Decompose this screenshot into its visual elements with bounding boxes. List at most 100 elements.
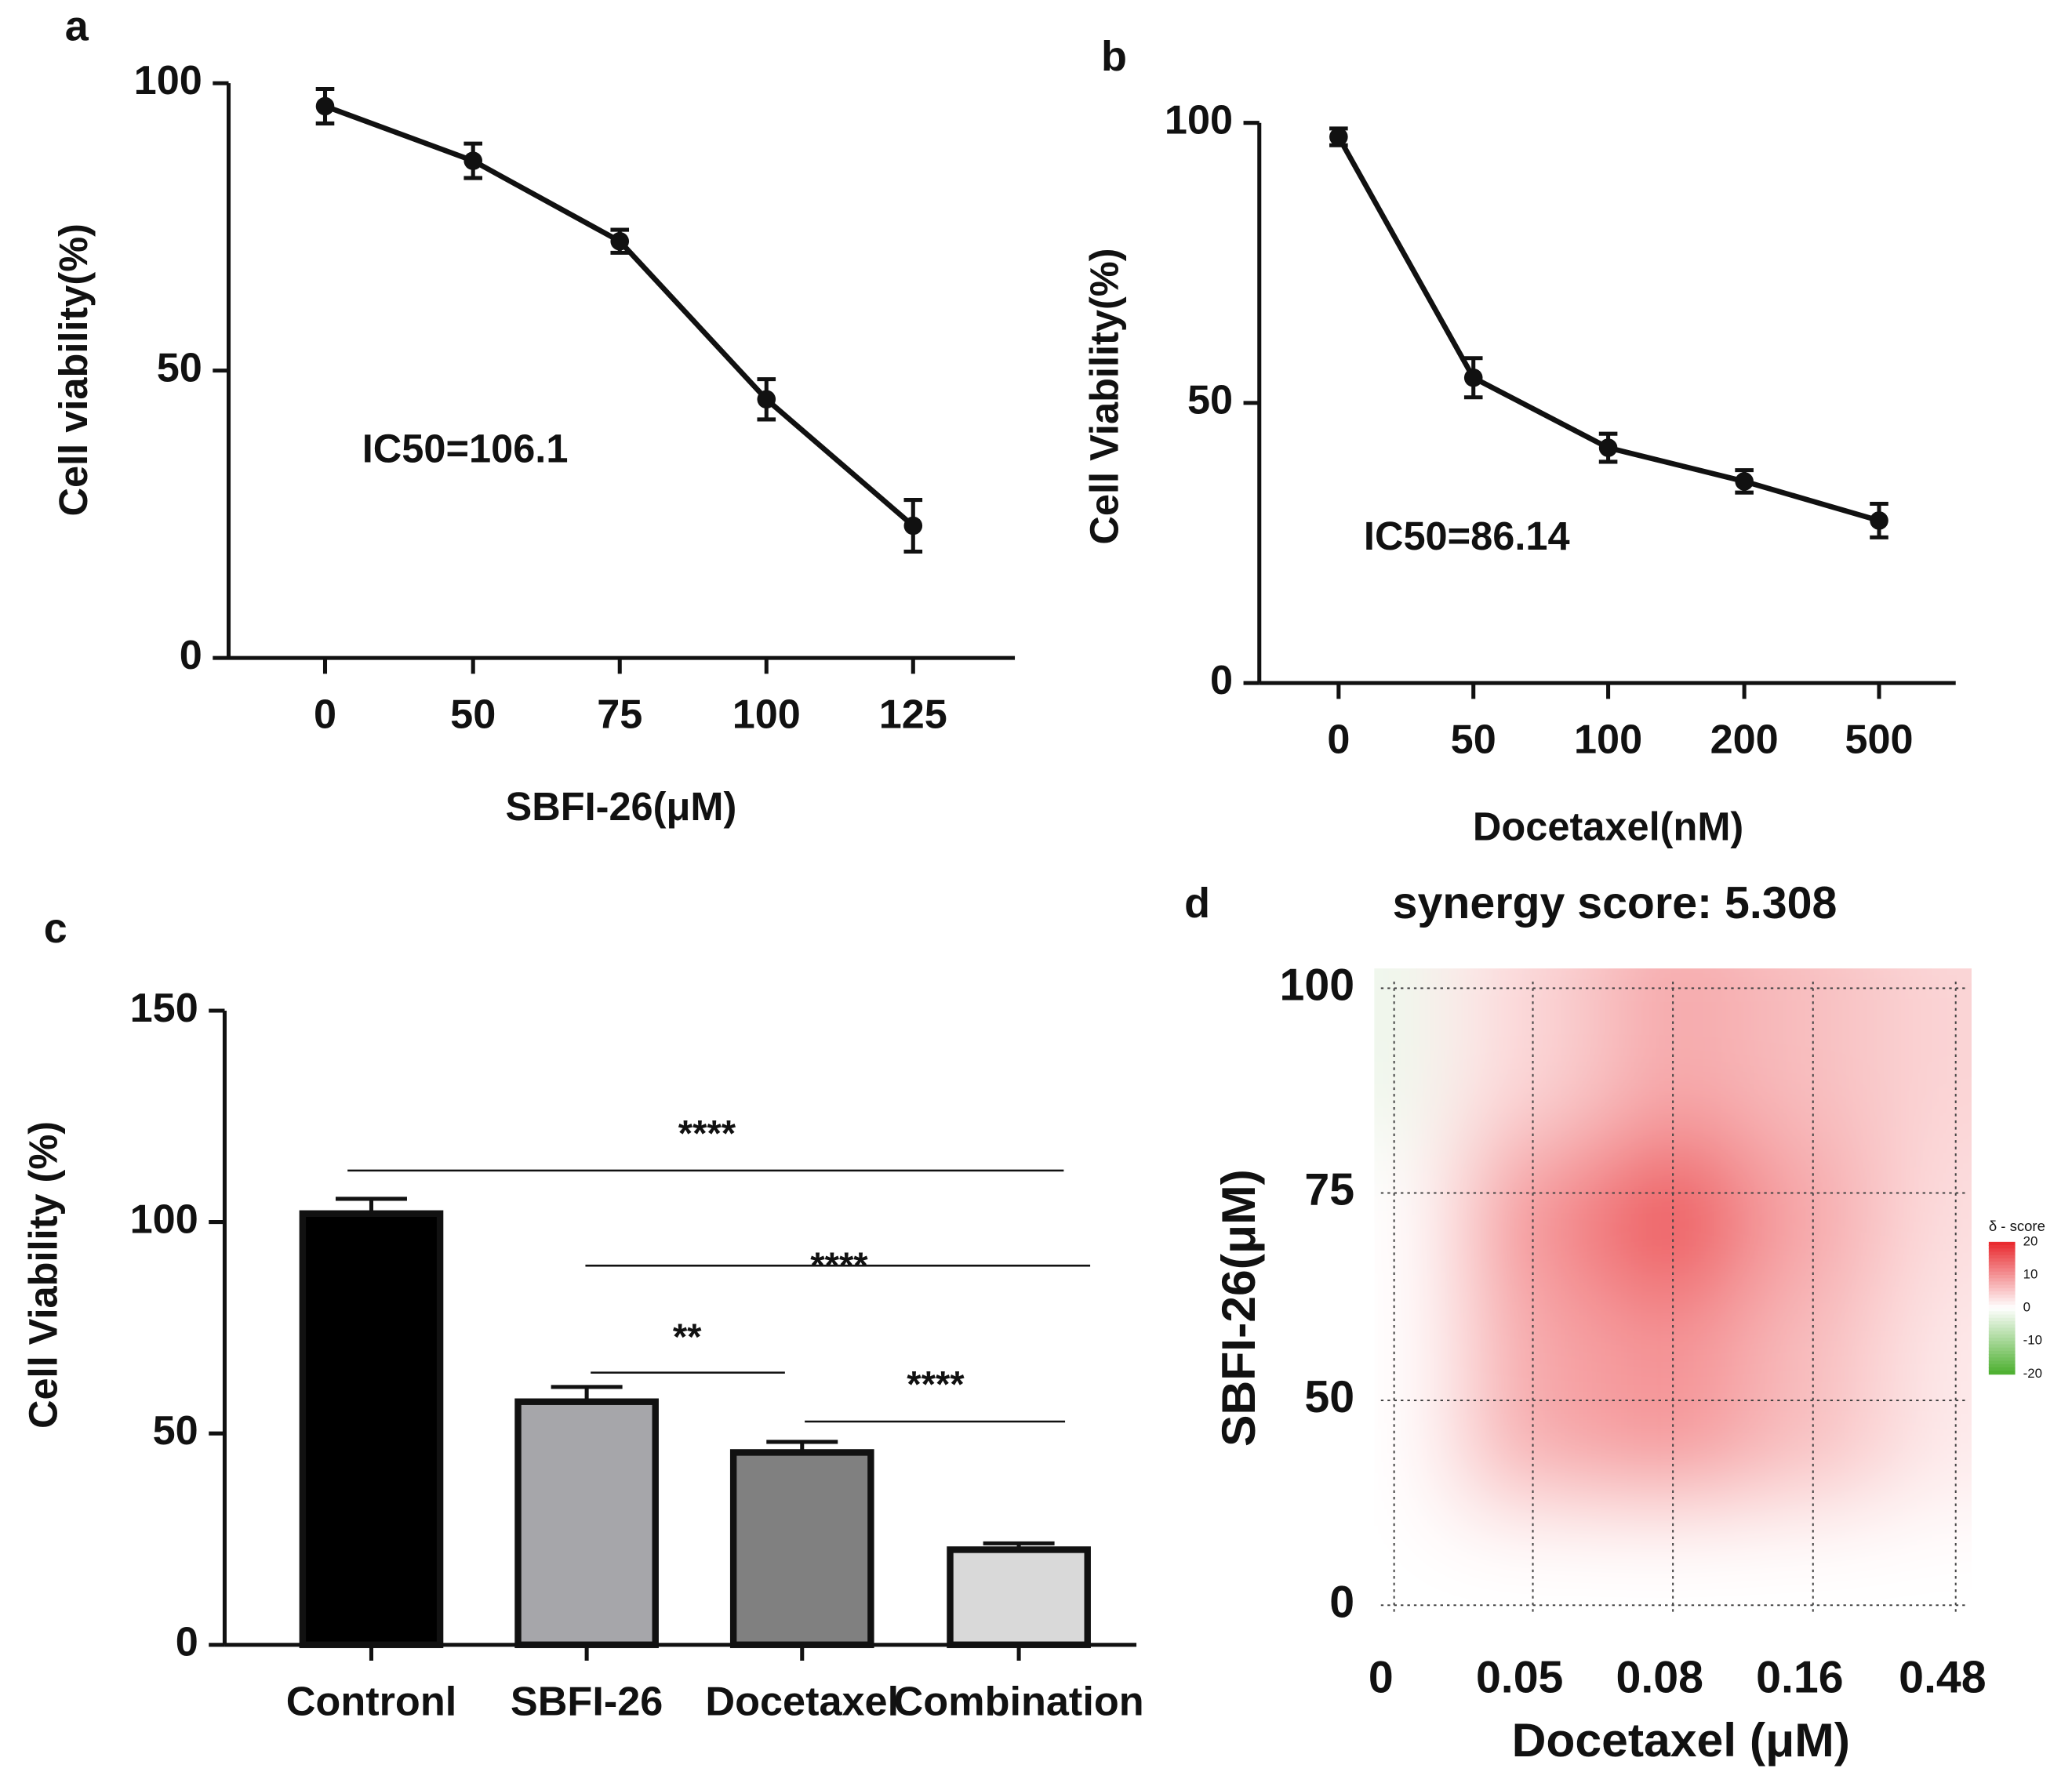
colorbar-step (1988, 1331, 2016, 1335)
x-tick-label: 100 (1574, 717, 1642, 763)
colorbar-step (1988, 1338, 2016, 1342)
y-tick-label: 50 (153, 1408, 198, 1454)
data-point (1463, 368, 1483, 387)
colorbar-step (1988, 1241, 2016, 1246)
colorbar-step (1988, 1357, 2016, 1362)
panel-label: c (44, 905, 67, 952)
x-tick-label: 50 (1451, 717, 1496, 763)
colorbar-step (1988, 1364, 2016, 1368)
data-point (903, 516, 923, 536)
x-tick-label: 0 (314, 692, 336, 738)
y-tick-label: 100 (1165, 97, 1233, 143)
significance-label: **** (907, 1364, 965, 1405)
annotation: IC50=106.1 (362, 427, 569, 471)
heatmap-area (1374, 968, 1972, 1619)
bar (299, 1210, 444, 1648)
y-tick-label: 100 (134, 58, 202, 103)
heatmap-cell (1885, 968, 1972, 1145)
colorbar-step (1988, 1301, 2016, 1305)
heatmap-cell (1885, 1552, 1972, 1619)
y-tick-label: 150 (130, 986, 198, 1031)
data-point (463, 151, 483, 170)
y-tick-label: 100 (130, 1197, 198, 1242)
colorbar-step (1988, 1324, 2016, 1329)
colorbar-step (1988, 1341, 2016, 1345)
colorbar-step (1988, 1308, 2016, 1313)
x-axis-label: Docetaxel(nM) (1473, 804, 1743, 848)
x-tick-label: Combination (894, 1679, 1144, 1724)
y-axis-label: Cell Viability (%) (20, 1121, 65, 1429)
x-tick-label: SBFI-26 (511, 1679, 663, 1724)
colorbar-step (1988, 1258, 2016, 1262)
data-point (610, 231, 630, 251)
colorbar-step (1988, 1278, 2016, 1283)
colorbar-step (1988, 1311, 2016, 1316)
x-tick-label: 0 (1327, 717, 1350, 763)
y-tick-label: 100 (1280, 960, 1355, 1010)
colorbar-step (1988, 1271, 2016, 1276)
colorbar-tick-label: 20 (2023, 1233, 2038, 1248)
colorbar-step (1988, 1354, 2016, 1359)
x-tick-label: Contronl (286, 1679, 457, 1724)
y-tick-label: 50 (1187, 378, 1233, 423)
heatmap-cell (1885, 1297, 1972, 1504)
x-tick-label: 0.08 (1616, 1652, 1703, 1702)
y-tick-label: 0 (180, 633, 202, 678)
y-tick-label: 0 (1329, 1577, 1354, 1627)
colorbar-step (1988, 1274, 2016, 1280)
data-point (1870, 511, 1888, 530)
colorbar-step (1988, 1367, 2016, 1371)
colorbar-step (1988, 1347, 2016, 1352)
colorbar-step (1988, 1371, 2016, 1375)
x-tick-label: 125 (879, 692, 947, 738)
bar (514, 1398, 659, 1648)
colorbar-step (1988, 1248, 2016, 1253)
bar (729, 1449, 874, 1648)
heatmap-cells (1374, 968, 1972, 1619)
colorbar-step (1988, 1291, 2016, 1296)
colorbar-step (1988, 1268, 2016, 1273)
x-tick-label: 75 (597, 692, 642, 738)
colorbar-tick-label: 0 (2023, 1300, 2030, 1315)
x-axis-label: SBFI-26(μM) (506, 784, 737, 829)
x-tick-label: 50 (450, 692, 496, 738)
colorbar-step (1988, 1284, 2016, 1289)
colorbar-step (1988, 1334, 2016, 1338)
chart-title: synergy score: 5.308 (1393, 878, 1838, 928)
colorbar-step (1988, 1255, 2016, 1259)
data-point (1329, 127, 1348, 147)
data-point (1735, 472, 1754, 491)
x-tick-label: 0 (1369, 1652, 1394, 1702)
x-tick-label: 500 (1845, 717, 1913, 763)
colorbar-step (1988, 1265, 2016, 1269)
colorbar-step (1988, 1360, 2016, 1365)
y-tick-label: 50 (1304, 1372, 1354, 1422)
x-tick-label: 100 (732, 692, 801, 738)
colorbar-step (1988, 1304, 2016, 1309)
significance-label: **** (810, 1244, 868, 1286)
colorbar-step (1988, 1344, 2016, 1349)
y-axis-label: Cell Viability(%) (1081, 248, 1126, 544)
x-axis-label: Docetaxel (μM) (1512, 1713, 1850, 1767)
bar (947, 1546, 1091, 1648)
y-axis-label: SBFI-26(μM) (1212, 1169, 1265, 1447)
panel-label: a (65, 2, 89, 49)
y-tick-label: 75 (1304, 1165, 1354, 1215)
data-point (315, 96, 335, 116)
colorbar-step (1988, 1317, 2016, 1322)
x-tick-label: Docetaxel (705, 1679, 899, 1724)
colorbar-step (1988, 1245, 2016, 1250)
x-tick-label: 200 (1710, 717, 1779, 763)
data-point (757, 390, 776, 409)
panel-label: d (1184, 880, 1210, 927)
data-point (1598, 438, 1618, 457)
x-tick-label: 0.16 (1756, 1652, 1843, 1702)
colorbar-tick-label: -20 (2023, 1366, 2042, 1381)
significance-label: ** (673, 1316, 702, 1357)
colorbar-step (1988, 1320, 2016, 1325)
colorbar-step (1988, 1295, 2016, 1299)
panel-label: b (1101, 33, 1127, 80)
colorbar-step (1988, 1262, 2016, 1266)
